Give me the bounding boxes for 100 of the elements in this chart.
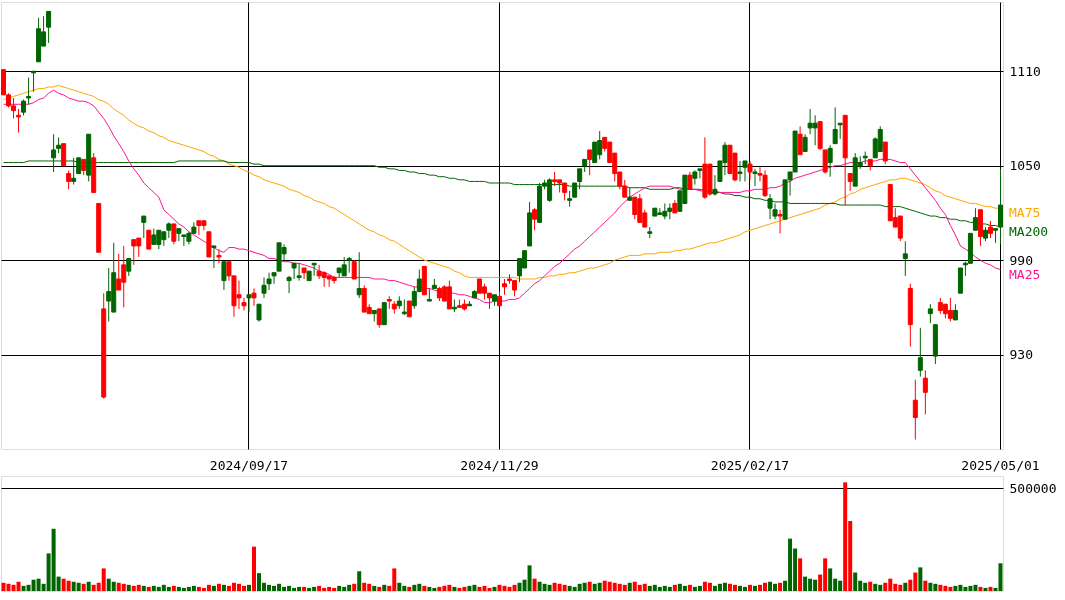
bar: [853, 572, 858, 591]
bar: [241, 585, 246, 591]
candlestick: [376, 308, 382, 329]
candlestick: [577, 168, 583, 190]
bar: [171, 585, 176, 591]
bar: [873, 583, 878, 591]
candlestick: [141, 215, 147, 239]
candlestick: [131, 239, 137, 266]
bar: [211, 585, 216, 591]
candlestick: [927, 303, 933, 324]
y-tick-label: 1110: [1009, 63, 1041, 79]
bar: [928, 582, 933, 591]
bar: [722, 582, 727, 591]
bar: [547, 584, 552, 591]
candlestick: [446, 280, 452, 310]
bar: [753, 585, 758, 591]
bar: [86, 581, 91, 591]
candlestick: [902, 240, 908, 277]
bar: [758, 584, 763, 591]
series-label: MA75: [1009, 205, 1041, 221]
candlestick: [341, 256, 347, 277]
candlestick: [807, 108, 813, 135]
bar: [136, 584, 141, 591]
candlestick: [116, 253, 122, 291]
bar: [903, 582, 908, 591]
bar: [732, 584, 737, 591]
bar: [206, 584, 211, 591]
candlestick: [692, 169, 698, 186]
bar: [492, 586, 497, 591]
y-tick-label: 1050: [1009, 158, 1041, 174]
candlestick: [356, 251, 362, 299]
bar: [146, 586, 151, 591]
bar: [512, 584, 517, 591]
candlestick: [827, 144, 833, 178]
candlestick: [66, 169, 72, 190]
x-tick-label: 2024/11/29: [460, 457, 539, 473]
bar: [452, 586, 457, 591]
bar: [191, 585, 196, 591]
candlestick: [917, 327, 923, 378]
candlestick: [26, 77, 32, 105]
bar: [532, 578, 537, 591]
bar: [707, 582, 712, 591]
candlestick: [747, 160, 753, 181]
bar: [918, 567, 923, 591]
candlestick: [246, 294, 252, 313]
bar: [362, 582, 367, 591]
bar: [697, 585, 702, 591]
bar: [983, 587, 988, 591]
candlestick: [947, 297, 953, 323]
y-tick-label: 930: [1009, 347, 1033, 363]
candlestick: [587, 149, 593, 176]
candlestick: [912, 379, 918, 441]
bar: [252, 546, 257, 591]
bar: [672, 584, 677, 591]
bar: [587, 581, 592, 591]
candlestick: [797, 125, 803, 156]
bar: [357, 571, 362, 591]
bar: [66, 580, 71, 591]
bar: [121, 583, 126, 591]
bar: [627, 582, 632, 591]
bar: [687, 584, 692, 591]
candlestick: [592, 141, 598, 164]
candlestick: [832, 106, 838, 145]
bar: [843, 482, 848, 591]
bar: [126, 584, 131, 591]
bar: [798, 558, 803, 591]
bar: [988, 586, 993, 591]
candlestick: [777, 209, 783, 234]
bar: [868, 581, 873, 591]
series-label: MA200: [1009, 224, 1049, 240]
bar: [352, 583, 357, 591]
bar: [101, 568, 106, 591]
bar: [642, 583, 647, 591]
y-tick-label: 990: [1009, 252, 1033, 268]
bar: [216, 583, 221, 591]
x-tick-label: 2025/02/17: [710, 457, 790, 473]
bar: [302, 586, 307, 591]
candlestick: [216, 248, 222, 264]
candlestick: [61, 143, 67, 167]
bar: [582, 582, 587, 591]
bar: [427, 586, 432, 591]
bar: [372, 585, 377, 591]
bar: [246, 584, 251, 591]
bar: [221, 584, 226, 591]
bar: [923, 580, 928, 591]
candlestick: [171, 223, 177, 245]
x-tick-label: 2025/05/01: [961, 457, 1040, 473]
candlestick: [532, 207, 538, 231]
bar: [778, 582, 783, 591]
bar: [377, 586, 382, 591]
bar: [16, 581, 21, 591]
bar: [397, 582, 402, 591]
y-tick-label: 500000: [1009, 480, 1057, 496]
candlestick: [176, 228, 182, 242]
bar: [953, 585, 958, 591]
candlestick: [251, 287, 257, 307]
bar: [562, 584, 567, 591]
bar: [412, 584, 417, 591]
bar: [257, 573, 262, 591]
candlestick: [146, 229, 152, 250]
